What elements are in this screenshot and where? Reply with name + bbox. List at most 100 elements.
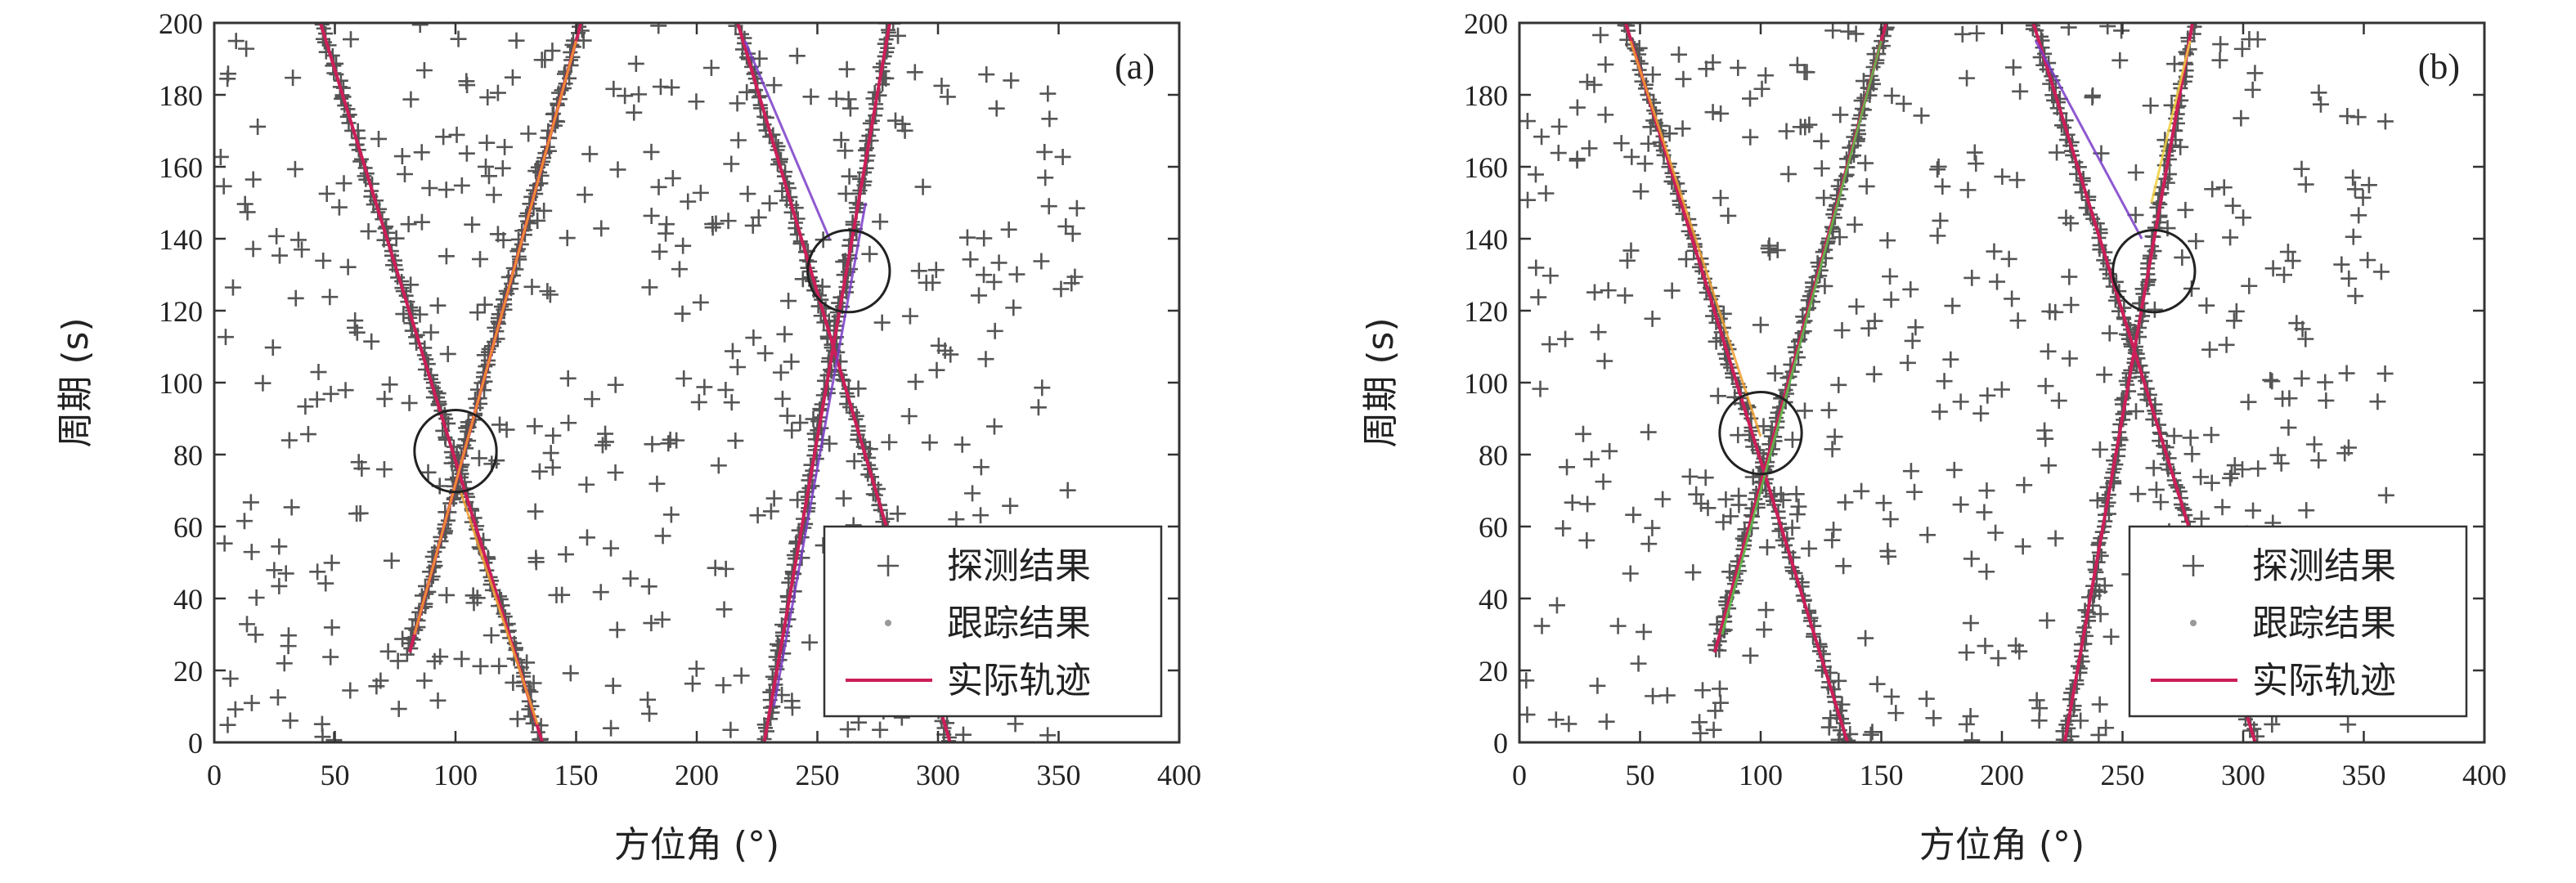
detection-point	[1978, 563, 1995, 580]
detection-point	[2172, 138, 2189, 155]
detection-point	[1618, 252, 1636, 269]
detection-point	[788, 536, 804, 551]
detection-point	[533, 52, 550, 69]
detection-point	[738, 83, 756, 101]
detection-point	[1530, 289, 1547, 306]
detection-point	[2098, 719, 2115, 737]
detection-point	[780, 293, 797, 310]
x-tick-label: 250	[796, 759, 840, 791]
detection-point	[942, 346, 959, 363]
detection-point	[370, 130, 388, 147]
detection-point	[1857, 630, 1874, 647]
detection-point	[1579, 495, 1596, 513]
true-track-1	[318, 23, 545, 742]
detection-point	[1826, 428, 1843, 446]
detection-point	[1613, 135, 1630, 152]
detection-point	[2060, 23, 2077, 36]
detection-point	[1712, 680, 1728, 697]
detection-point	[1002, 497, 1019, 514]
x-tick-label: 0	[207, 759, 222, 791]
y-tick-label: 20	[173, 655, 203, 688]
detection-point	[248, 589, 265, 606]
detection-point	[1880, 548, 1897, 565]
detection-point	[717, 560, 734, 577]
detection-point	[2008, 637, 2025, 654]
detection-point	[640, 578, 657, 595]
detection-point	[2040, 457, 2058, 474]
detection-point	[1797, 402, 1814, 419]
detection-point	[985, 273, 1003, 290]
detection-point	[2354, 189, 2372, 206]
detection-point	[1663, 282, 1681, 299]
detection-point	[1041, 110, 1058, 128]
detection-point	[254, 374, 272, 392]
detection-point	[450, 30, 467, 47]
detection-point	[783, 693, 801, 710]
detection-point	[1931, 403, 1948, 420]
detection-point	[1930, 158, 1947, 175]
detection-point	[729, 132, 747, 149]
detection-point	[1574, 425, 1591, 442]
tracked-segment-1	[413, 40, 577, 635]
detection-point	[910, 262, 927, 280]
detection-point	[238, 40, 255, 57]
detection-point	[756, 345, 774, 362]
detection-point	[2212, 36, 2229, 53]
legend-label: 实际轨迹	[2252, 660, 2396, 701]
detection-point	[1904, 332, 1921, 349]
detection-point	[650, 23, 667, 34]
detection-point	[1636, 155, 1654, 173]
detection-point	[1532, 380, 1549, 397]
detection-point	[2288, 315, 2305, 332]
detection-point	[933, 77, 950, 94]
detection-point	[1882, 511, 1899, 528]
x-tick-label: 50	[321, 759, 350, 791]
detection-point	[2359, 252, 2376, 269]
detection-point	[1644, 310, 1661, 327]
detection-point	[1640, 424, 1657, 441]
detection-point	[928, 361, 945, 379]
detection-point	[1064, 225, 1081, 242]
detection-point	[850, 380, 867, 397]
detection-point	[890, 27, 907, 44]
y-axis-label: 周期 (s)	[55, 317, 96, 447]
detection-point	[280, 627, 297, 644]
detection-point	[988, 100, 1005, 117]
detection-point	[2276, 267, 2293, 284]
detection-point	[2174, 249, 2191, 266]
detection-point	[1835, 558, 1852, 575]
detection-point	[1830, 731, 1847, 742]
detection-point	[578, 476, 595, 493]
detection-point	[2246, 65, 2264, 82]
detection-point	[617, 87, 634, 105]
detection-point	[2269, 446, 2287, 464]
detection-point	[482, 627, 500, 644]
detection-point	[2203, 427, 2220, 444]
detection-point	[2310, 452, 2327, 469]
detection-point	[297, 398, 314, 415]
detection-point	[383, 552, 400, 569]
detection-point	[491, 657, 508, 675]
detection-point	[1775, 491, 1792, 509]
detection-point	[1882, 268, 1899, 285]
detection-point	[476, 296, 493, 313]
detection-point	[608, 621, 626, 639]
detection-point	[1976, 504, 1993, 521]
detection-point	[1699, 500, 1717, 517]
detection-point	[215, 177, 232, 195]
detection-point	[2235, 209, 2252, 226]
x-axis-label: 方位角 (°)	[1919, 824, 2085, 866]
detection-point	[783, 422, 801, 439]
detection-point	[1557, 330, 1574, 347]
detection-point	[266, 562, 283, 579]
detection-point	[841, 168, 858, 185]
x-tick-label: 150	[554, 759, 599, 791]
x-tick-label: 400	[1157, 759, 1201, 791]
detection-point	[1883, 87, 1901, 105]
detection-point	[268, 227, 285, 244]
detection-point	[692, 184, 709, 201]
y-tick-label: 100	[159, 367, 203, 400]
true-track-1	[1623, 23, 1850, 742]
detection-point	[508, 32, 525, 49]
